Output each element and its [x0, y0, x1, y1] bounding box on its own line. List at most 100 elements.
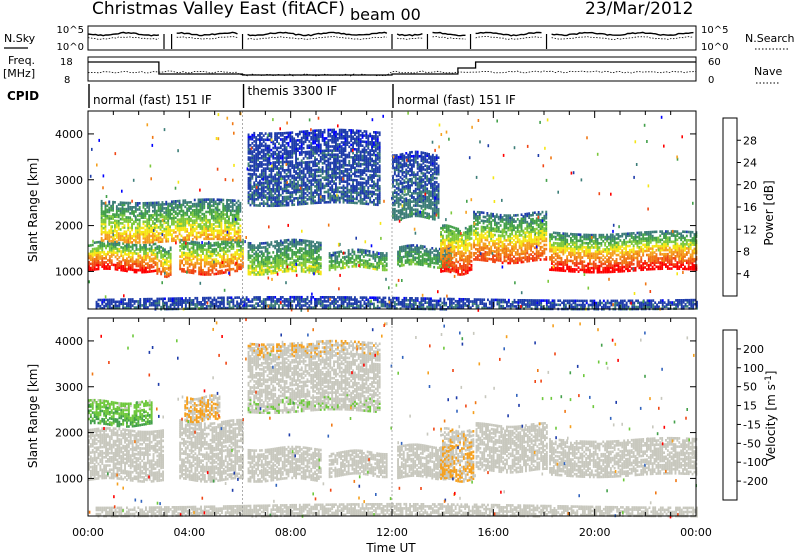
power-cell — [123, 224, 126, 227]
power-cell — [537, 244, 540, 247]
power-cell — [634, 240, 637, 243]
power-cell — [596, 248, 599, 251]
power-cell — [374, 265, 377, 269]
power-cell — [466, 232, 469, 235]
power-cell — [451, 267, 454, 270]
power-cell — [212, 237, 215, 241]
power-cell — [229, 223, 232, 227]
power-cell — [91, 249, 94, 253]
power-cell — [293, 240, 296, 244]
power-cell — [528, 239, 531, 242]
power-cell — [676, 265, 679, 268]
power-cell — [530, 224, 532, 227]
power-cell — [608, 235, 610, 239]
power-cell — [451, 263, 454, 266]
power-cell — [236, 249, 239, 252]
power-cell — [418, 261, 420, 264]
power-cell — [249, 254, 252, 257]
power-cell — [108, 265, 111, 268]
power-cell — [239, 239, 242, 242]
power-cell — [476, 210, 479, 214]
power-cell — [295, 265, 297, 269]
power-cell — [661, 246, 664, 250]
power-cell — [118, 247, 121, 251]
power-cell — [180, 207, 183, 211]
power-cell — [589, 252, 591, 255]
power-cell — [112, 240, 114, 243]
power-cell — [150, 224, 152, 227]
power-cell — [539, 223, 542, 226]
power-cell — [338, 254, 341, 258]
power-cell — [124, 265, 126, 268]
power-cell — [169, 258, 172, 262]
power-cell — [581, 264, 584, 267]
power-cell — [110, 231, 113, 235]
power-cell — [107, 265, 109, 268]
power-cell — [433, 261, 436, 265]
power-cell — [332, 253, 335, 257]
power-cell — [625, 240, 627, 244]
power-cell — [571, 251, 574, 255]
power-cell — [106, 237, 109, 241]
power-cell — [116, 257, 119, 261]
power-cell — [674, 265, 677, 268]
power-cell — [240, 255, 242, 258]
power-cell — [122, 248, 125, 252]
power-cell — [623, 259, 626, 263]
power-cell — [442, 253, 445, 257]
power-cell — [197, 215, 200, 218]
power-cell — [215, 254, 218, 257]
power-cell — [136, 226, 139, 230]
power-cell — [253, 262, 256, 266]
power-cell — [247, 178, 250, 182]
power-cell — [232, 253, 235, 256]
power-cell — [473, 233, 475, 236]
power-cell — [655, 249, 658, 252]
power-cell — [154, 269, 157, 272]
power-cell — [505, 214, 508, 217]
power-cell — [408, 244, 411, 247]
power-cell — [613, 270, 616, 273]
power-cell — [249, 164, 252, 168]
power-cell — [468, 256, 471, 259]
power-cell — [110, 253, 113, 256]
power-cell — [312, 271, 315, 275]
power-cell — [665, 230, 667, 233]
power-cell — [482, 254, 485, 258]
power-cell — [190, 219, 192, 223]
power-cell — [162, 270, 164, 273]
power-cell — [571, 247, 574, 250]
power-cell — [507, 214, 510, 217]
power-cell — [158, 251, 161, 254]
power-cell — [201, 204, 204, 208]
power-cell — [234, 255, 237, 258]
power-cell — [159, 211, 162, 215]
power-cell — [155, 213, 158, 217]
power-cell — [640, 260, 643, 263]
power-cell — [122, 246, 125, 249]
power-cell — [200, 260, 202, 264]
power-cell — [678, 244, 681, 248]
power-cell — [148, 260, 151, 263]
power-cell — [447, 263, 450, 267]
power-cell — [89, 268, 92, 272]
power-cell — [88, 267, 90, 270]
power-cell — [644, 237, 646, 240]
power-cell — [596, 246, 599, 249]
power-cell — [233, 228, 236, 231]
power-cell — [464, 249, 467, 253]
power-cell — [304, 241, 307, 245]
power-cell — [162, 257, 164, 261]
power-cell — [314, 261, 316, 265]
power-cell — [278, 242, 280, 245]
power-cell — [253, 166, 256, 170]
power-cell — [600, 252, 603, 255]
power-cell — [410, 254, 413, 258]
power-cell — [655, 244, 658, 248]
power-cell — [157, 232, 160, 235]
power-cell — [440, 241, 442, 244]
power-cell — [129, 230, 132, 234]
power-cell — [226, 254, 229, 257]
power-cell — [247, 133, 250, 137]
power-cell — [167, 254, 170, 257]
